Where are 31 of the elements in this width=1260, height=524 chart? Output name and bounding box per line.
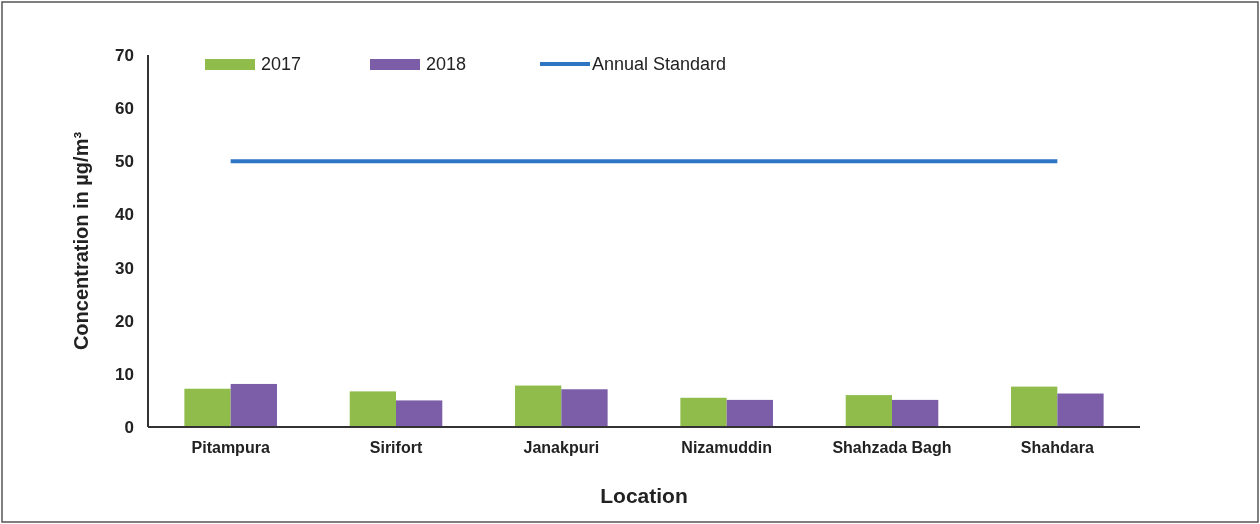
x-tick-label: Sirifort (369, 439, 423, 456)
bar (184, 388, 231, 427)
y-tick-label: 10 (115, 364, 134, 384)
bar (515, 385, 562, 427)
y-tick-label: 0 (124, 417, 134, 437)
y-tick-label: 30 (115, 258, 134, 278)
bar (680, 397, 727, 427)
legend-label: Annual Standard (592, 54, 727, 74)
x-tick-label: Shahdara (1020, 439, 1094, 456)
bar (1057, 393, 1104, 427)
x-tick-label: Janakpuri (523, 439, 600, 456)
y-tick-label: 70 (115, 45, 134, 65)
y-tick-label: 20 (115, 311, 134, 331)
bar (845, 395, 892, 427)
bar (1011, 386, 1058, 427)
x-tick-label: Pitampura (191, 439, 270, 456)
bar (396, 400, 443, 427)
bar (349, 391, 396, 427)
bar (726, 399, 773, 427)
y-axis-title: Concentration in µg/m³ (70, 131, 92, 351)
y-tick-label: 50 (115, 152, 134, 172)
bar (561, 389, 608, 427)
x-axis-title: Location (600, 484, 688, 507)
legend-label: 2018 (426, 54, 467, 74)
y-tick-label: 40 (115, 205, 134, 225)
legend-label: 2017 (261, 54, 302, 74)
x-tick-label: Nizamuddin (681, 439, 772, 456)
x-tick-label: Shahzada Bagh (832, 439, 952, 456)
y-tick-label: 60 (115, 99, 134, 119)
bar (892, 399, 939, 427)
bar (230, 383, 277, 427)
